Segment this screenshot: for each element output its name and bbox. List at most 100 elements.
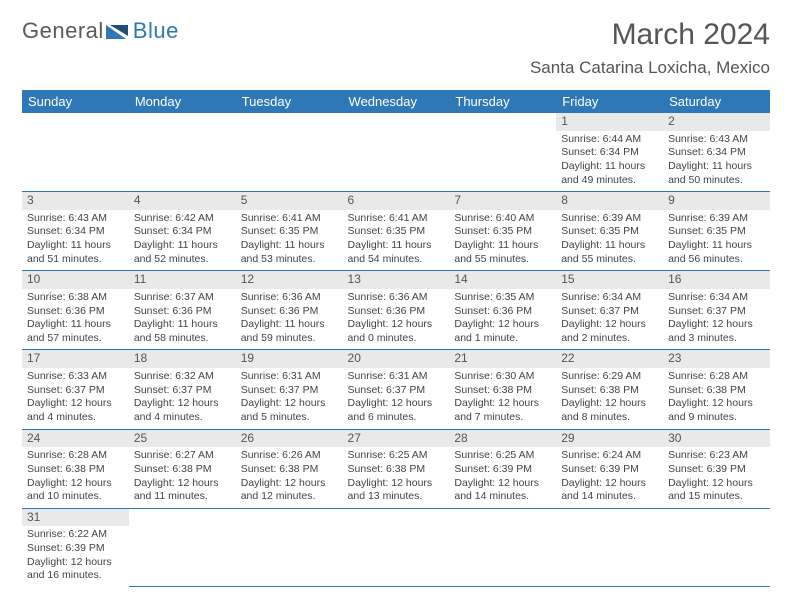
sunrise-text: Sunrise: 6:25 AM (454, 449, 551, 463)
sunrise-text: Sunrise: 6:44 AM (561, 133, 658, 147)
month-title: March 2024 (530, 18, 770, 52)
daylight-text: Daylight: 11 hours and 55 minutes. (454, 239, 551, 266)
day-number: 4 (129, 192, 236, 210)
daylight-text: Daylight: 12 hours and 12 minutes. (241, 477, 338, 504)
sunset-text: Sunset: 6:38 PM (27, 463, 124, 477)
daylight-text: Daylight: 12 hours and 2 minutes. (561, 318, 658, 345)
calendar-day: 28Sunrise: 6:25 AMSunset: 6:39 PMDayligh… (449, 429, 556, 508)
daylight-text: Daylight: 11 hours and 50 minutes. (668, 160, 765, 187)
calendar-day: 18Sunrise: 6:32 AMSunset: 6:37 PMDayligh… (129, 350, 236, 429)
sunset-text: Sunset: 6:36 PM (27, 305, 124, 319)
day-number: 19 (236, 350, 343, 368)
sunrise-text: Sunrise: 6:32 AM (134, 370, 231, 384)
day-body: Sunrise: 6:28 AMSunset: 6:38 PMDaylight:… (22, 447, 129, 508)
calendar-day: 2Sunrise: 6:43 AMSunset: 6:34 PMDaylight… (663, 113, 770, 192)
day-body: Sunrise: 6:25 AMSunset: 6:39 PMDaylight:… (449, 447, 556, 508)
calendar-day: 23Sunrise: 6:28 AMSunset: 6:38 PMDayligh… (663, 350, 770, 429)
daylight-text: Daylight: 11 hours and 52 minutes. (134, 239, 231, 266)
day-body: Sunrise: 6:28 AMSunset: 6:38 PMDaylight:… (663, 368, 770, 429)
day-body: Sunrise: 6:41 AMSunset: 6:35 PMDaylight:… (236, 210, 343, 271)
sunrise-text: Sunrise: 6:31 AM (348, 370, 445, 384)
daylight-text: Daylight: 12 hours and 8 minutes. (561, 397, 658, 424)
header: General Blue March 2024 Santa Catarina L… (22, 18, 770, 78)
sunrise-text: Sunrise: 6:22 AM (27, 528, 124, 542)
sunset-text: Sunset: 6:38 PM (134, 463, 231, 477)
day-number: 11 (129, 271, 236, 289)
day-body: Sunrise: 6:34 AMSunset: 6:37 PMDaylight:… (663, 289, 770, 350)
daylight-text: Daylight: 12 hours and 14 minutes. (561, 477, 658, 504)
sunrise-text: Sunrise: 6:23 AM (668, 449, 765, 463)
day-body: Sunrise: 6:36 AMSunset: 6:36 PMDaylight:… (236, 289, 343, 350)
sunset-text: Sunset: 6:34 PM (668, 146, 765, 160)
sunrise-text: Sunrise: 6:42 AM (134, 212, 231, 226)
day-body: Sunrise: 6:35 AMSunset: 6:36 PMDaylight:… (449, 289, 556, 350)
sunrise-text: Sunrise: 6:39 AM (561, 212, 658, 226)
day-number: 12 (236, 271, 343, 289)
day-body: Sunrise: 6:23 AMSunset: 6:39 PMDaylight:… (663, 447, 770, 508)
day-body: Sunrise: 6:42 AMSunset: 6:34 PMDaylight:… (129, 210, 236, 271)
calendar-table: SundayMondayTuesdayWednesdayThursdayFrid… (22, 90, 770, 587)
daylight-text: Daylight: 11 hours and 54 minutes. (348, 239, 445, 266)
day-number: 2 (663, 113, 770, 131)
title-block: March 2024 Santa Catarina Loxicha, Mexic… (530, 18, 770, 78)
sunrise-text: Sunrise: 6:26 AM (241, 449, 338, 463)
sunset-text: Sunset: 6:36 PM (241, 305, 338, 319)
day-body: Sunrise: 6:40 AMSunset: 6:35 PMDaylight:… (449, 210, 556, 271)
sunset-text: Sunset: 6:34 PM (561, 146, 658, 160)
day-number: 31 (22, 509, 129, 527)
sunset-text: Sunset: 6:36 PM (454, 305, 551, 319)
calendar-day: 26Sunrise: 6:26 AMSunset: 6:38 PMDayligh… (236, 429, 343, 508)
sunset-text: Sunset: 6:39 PM (454, 463, 551, 477)
sunset-text: Sunset: 6:35 PM (454, 225, 551, 239)
day-body: Sunrise: 6:44 AMSunset: 6:34 PMDaylight:… (556, 131, 663, 192)
calendar-day: 16Sunrise: 6:34 AMSunset: 6:37 PMDayligh… (663, 271, 770, 350)
day-body: Sunrise: 6:41 AMSunset: 6:35 PMDaylight:… (343, 210, 450, 271)
sunrise-text: Sunrise: 6:29 AM (561, 370, 658, 384)
brand-part2: Blue (133, 18, 179, 44)
day-number: 17 (22, 350, 129, 368)
daylight-text: Daylight: 11 hours and 58 minutes. (134, 318, 231, 345)
day-number: 5 (236, 192, 343, 210)
day-body: Sunrise: 6:24 AMSunset: 6:39 PMDaylight:… (556, 447, 663, 508)
calendar-week: 3Sunrise: 6:43 AMSunset: 6:34 PMDaylight… (22, 192, 770, 271)
sunset-text: Sunset: 6:37 PM (348, 384, 445, 398)
calendar-day: 11 Sunrise: 6:37 AMSunset: 6:36 PMDayligh… (129, 271, 236, 350)
day-body: Sunrise: 6:39 AMSunset: 6:35 PMDaylight:… (663, 210, 770, 271)
daylight-text: Daylight: 12 hours and 11 minutes. (134, 477, 231, 504)
daylight-text: Daylight: 12 hours and 15 minutes. (668, 477, 765, 504)
daylight-text: Daylight: 12 hours and 16 minutes. (27, 556, 124, 583)
sunset-text: Sunset: 6:37 PM (668, 305, 765, 319)
sunset-text: Sunset: 6:37 PM (241, 384, 338, 398)
day-number: 15 (556, 271, 663, 289)
sunset-text: Sunset: 6:36 PM (134, 305, 231, 319)
day-number: 13 (343, 271, 450, 289)
day-number: 18 (129, 350, 236, 368)
calendar-day-empty (236, 508, 343, 587)
calendar-day: 10Sunrise: 6:38 AMSunset: 6:36 PMDayligh… (22, 271, 129, 350)
sunset-text: Sunset: 6:37 PM (27, 384, 124, 398)
sunrise-text: Sunrise: 6:27 AM (134, 449, 231, 463)
day-body: Sunrise: 6:36 AMSunset: 6:36 PMDaylight:… (343, 289, 450, 350)
daylight-text: Daylight: 11 hours and 53 minutes. (241, 239, 338, 266)
sunrise-text: Sunrise: 6:41 AM (348, 212, 445, 226)
sunset-text: Sunset: 6:37 PM (134, 384, 231, 398)
calendar-day: 17Sunrise: 6:33 AMSunset: 6:37 PMDayligh… (22, 350, 129, 429)
calendar-day: 14Sunrise: 6:35 AMSunset: 6:36 PMDayligh… (449, 271, 556, 350)
sunrise-text: Sunrise: 6:43 AM (27, 212, 124, 226)
daylight-text: Daylight: 12 hours and 14 minutes. (454, 477, 551, 504)
calendar-day-empty (129, 113, 236, 192)
daylight-text: Daylight: 12 hours and 3 minutes. (668, 318, 765, 345)
calendar-day: 25Sunrise: 6:27 AMSunset: 6:38 PMDayligh… (129, 429, 236, 508)
sunset-text: Sunset: 6:35 PM (241, 225, 338, 239)
day-number: 25 (129, 430, 236, 448)
day-number: 16 (663, 271, 770, 289)
calendar-day: 30Sunrise: 6:23 AMSunset: 6:39 PMDayligh… (663, 429, 770, 508)
sunrise-text: Sunrise: 6:37 AM (134, 291, 231, 305)
sunset-text: Sunset: 6:36 PM (348, 305, 445, 319)
calendar-day: 5Sunrise: 6:41 AMSunset: 6:35 PMDaylight… (236, 192, 343, 271)
daylight-text: Daylight: 11 hours and 55 minutes. (561, 239, 658, 266)
calendar-day: 29Sunrise: 6:24 AMSunset: 6:39 PMDayligh… (556, 429, 663, 508)
calendar-day: 12Sunrise: 6:36 AMSunset: 6:36 PMDayligh… (236, 271, 343, 350)
calendar-day-empty (236, 113, 343, 192)
sunset-text: Sunset: 6:38 PM (561, 384, 658, 398)
